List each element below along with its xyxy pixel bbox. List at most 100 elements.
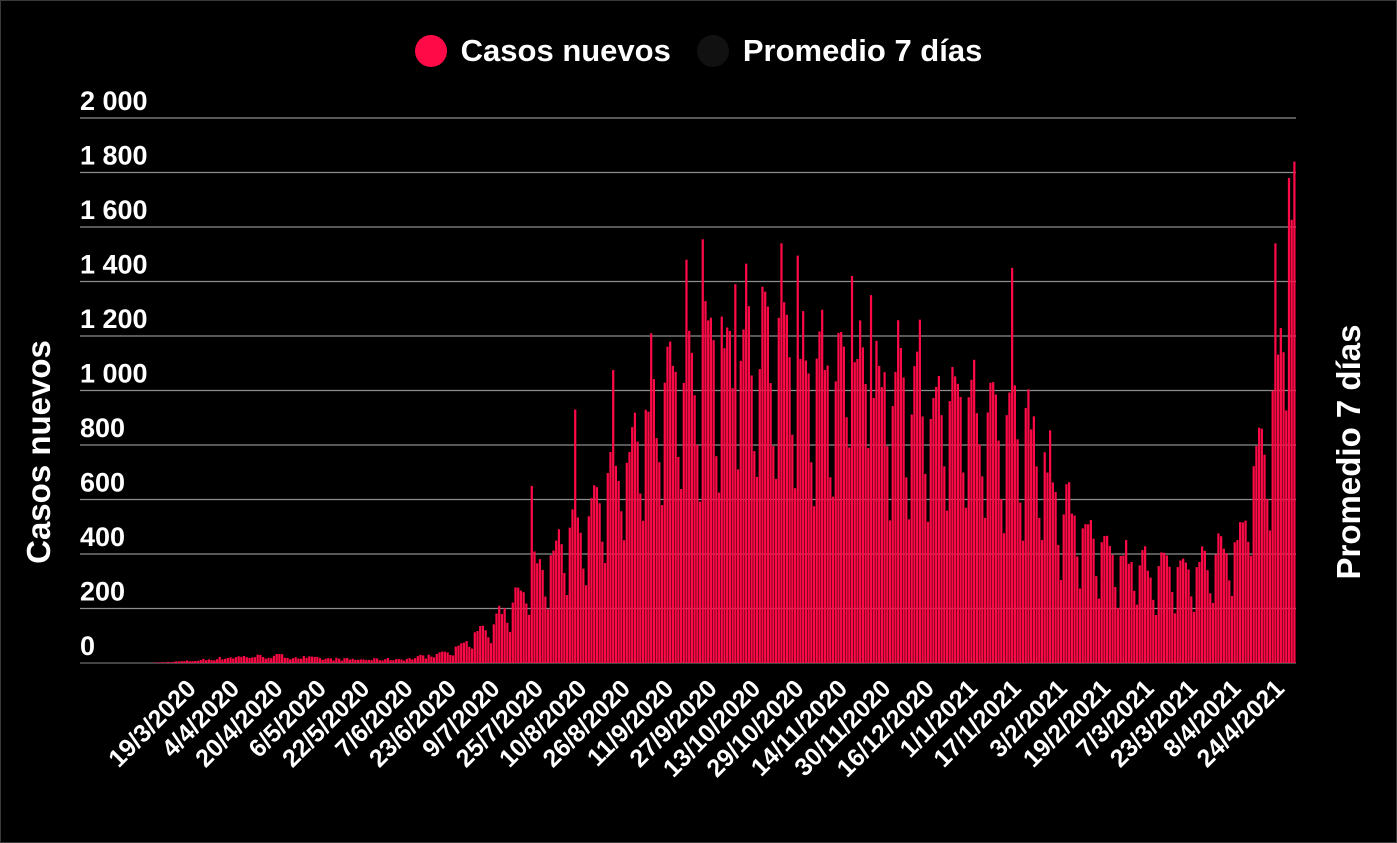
bar-casos-nuevos	[840, 331, 843, 663]
bar-casos-nuevos	[261, 656, 265, 663]
bar-casos-nuevos	[530, 485, 533, 664]
bar-casos-nuevos	[1073, 515, 1076, 663]
bar-casos-nuevos	[517, 587, 520, 663]
bar-casos-nuevos	[465, 641, 468, 663]
bar-casos-nuevos	[1214, 554, 1217, 663]
bar-casos-nuevos	[747, 306, 751, 663]
bar-casos-nuevos	[1070, 513, 1073, 663]
bar-casos-nuevos	[595, 487, 599, 663]
bar-casos-nuevos	[191, 661, 194, 663]
bar-casos-nuevos	[929, 419, 932, 663]
bar-casos-nuevos	[902, 377, 905, 663]
bar-casos-nuevos	[636, 441, 639, 663]
bar-casos-nuevos	[731, 388, 734, 663]
bar-casos-nuevos	[1154, 615, 1158, 663]
bar-casos-nuevos	[226, 658, 229, 663]
bar-casos-nuevos	[253, 657, 257, 663]
bar-casos-nuevos	[508, 631, 512, 663]
bar-casos-nuevos	[826, 365, 829, 663]
bar-casos-nuevos	[1252, 466, 1255, 663]
bar-casos-nuevos	[275, 653, 278, 663]
bar-casos-nuevos	[555, 540, 558, 663]
bar-casos-nuevos	[473, 632, 476, 663]
legend-item-casos-nuevos[interactable]: Casos nuevos	[414, 33, 671, 69]
bar-casos-nuevos	[1222, 548, 1225, 663]
bar-casos-nuevos	[251, 657, 254, 663]
bar-casos-nuevos	[443, 651, 447, 663]
bar-casos-nuevos	[511, 602, 514, 663]
bar-casos-nuevos	[522, 592, 525, 663]
bar-casos-nuevos	[240, 656, 243, 663]
bar-casos-nuevos	[962, 472, 965, 663]
bar-casos-nuevos	[403, 660, 406, 663]
bar-casos-nuevos	[650, 333, 653, 663]
bar-casos-nuevos	[1258, 427, 1261, 663]
bar-casos-nuevos	[1035, 466, 1038, 663]
bar-casos-nuevos	[821, 309, 824, 663]
bar-casos-nuevos	[470, 648, 474, 663]
bar-casos-nuevos	[487, 637, 490, 663]
bar-casos-nuevos	[796, 255, 799, 664]
bar-casos-nuevos	[297, 658, 300, 663]
bar-casos-nuevos	[951, 367, 954, 663]
bar-casos-nuevos	[343, 658, 346, 663]
y-tick-label: 2 000	[80, 86, 148, 116]
bar-casos-nuevos	[688, 330, 691, 663]
bar-casos-nuevos	[1032, 416, 1035, 663]
bar-casos-nuevos	[720, 316, 723, 663]
bar-casos-nuevos	[479, 626, 482, 663]
bar-casos-nuevos	[1293, 161, 1296, 663]
bar-casos-nuevos	[932, 397, 935, 663]
bar-casos-nuevos	[753, 451, 756, 663]
bar-casos-nuevos	[533, 551, 536, 663]
bar-casos-nuevos	[327, 658, 330, 663]
bar-casos-nuevos	[964, 507, 968, 663]
bar-casos-nuevos	[739, 360, 742, 663]
bar-casos-nuevos	[1130, 561, 1133, 663]
bar-casos-nuevos	[468, 646, 471, 663]
bar-casos-nuevos	[175, 661, 178, 663]
bar-casos-nuevos	[172, 661, 175, 663]
bar-casos-nuevos	[848, 447, 851, 663]
bar-casos-nuevos	[329, 658, 333, 663]
bar-casos-nuevos	[1065, 484, 1068, 663]
bar-casos-nuevos	[1171, 592, 1174, 663]
bar-casos-nuevos	[313, 656, 316, 663]
bar-casos-nuevos	[199, 659, 202, 663]
bar-casos-nuevos	[593, 485, 596, 663]
bar-casos-nuevos	[386, 658, 390, 663]
bar-casos-nuevos	[536, 563, 539, 663]
bar-casos-nuevos	[416, 656, 419, 663]
bars-casos-nuevos	[150, 161, 1296, 664]
bar-casos-nuevos	[639, 493, 642, 663]
bar-casos-nuevos	[815, 358, 818, 663]
bar-casos-nuevos	[609, 452, 612, 663]
bar-casos-nuevos	[579, 532, 582, 663]
bar-casos-nuevos	[584, 585, 588, 663]
bar-casos-nuevos	[1125, 540, 1128, 663]
bar-casos-nuevos	[1108, 546, 1111, 663]
y-tick-label: 600	[80, 468, 125, 498]
bar-casos-nuevos	[818, 331, 821, 663]
bar-casos-nuevos	[291, 658, 295, 663]
bar-casos-nuevos	[717, 492, 721, 663]
legend-item-promedio-7-dias[interactable]: Promedio 7 días	[696, 33, 982, 69]
bar-casos-nuevos	[761, 286, 764, 663]
bar-casos-nuevos	[430, 656, 433, 663]
bar-casos-nuevos	[359, 659, 362, 663]
bar-casos-nuevos	[541, 569, 544, 663]
bar-casos-nuevos	[1255, 446, 1258, 663]
bar-casos-nuevos	[1062, 514, 1065, 663]
bar-casos-nuevos	[992, 382, 995, 663]
bar-casos-nuevos	[202, 658, 205, 663]
bar-casos-nuevos	[324, 658, 327, 663]
bar-casos-nuevos	[755, 476, 759, 663]
bar-casos-nuevos	[332, 660, 335, 663]
bar-casos-nuevos	[859, 320, 862, 663]
bar-casos-nuevos	[937, 375, 940, 663]
y-tick-label: 1 600	[80, 195, 148, 225]
bar-casos-nuevos	[812, 506, 816, 663]
bar-casos-nuevos	[644, 409, 647, 663]
bar-casos-nuevos	[186, 660, 189, 663]
bar-casos-nuevos	[1068, 482, 1071, 663]
